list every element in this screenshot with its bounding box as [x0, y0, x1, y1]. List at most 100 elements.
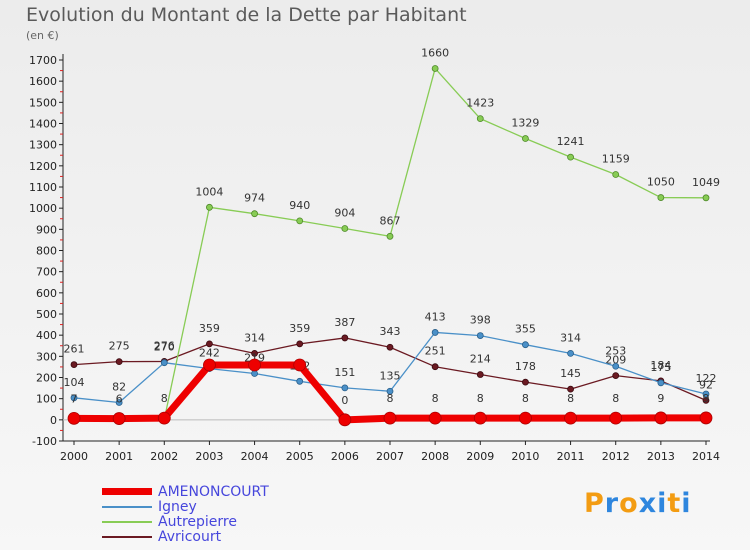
data-label-autrepierre: 1159 — [602, 153, 630, 166]
data-point-autrepierre — [251, 210, 258, 218]
data-label-autrepierre: 1423 — [466, 97, 494, 110]
data-label-avricourt: 145 — [560, 367, 581, 380]
line-chart: -100 0 100 200 300 400 500 600 700 800 900 1000 1100… — [29, 46, 720, 463]
data-point-avricourt — [206, 340, 213, 348]
data-label-amenoncourt: 8 — [432, 392, 439, 405]
y-tick-label: 1100 — [29, 181, 57, 194]
logo-letter: i — [681, 488, 692, 519]
data-label-avricourt: 359 — [199, 322, 220, 335]
data-label-igney: 398 — [470, 314, 491, 327]
data-label-avricourt: 92 — [699, 378, 713, 391]
logo-letter: x — [638, 488, 658, 519]
x-tick-label: 2007 — [376, 450, 404, 463]
data-point-autrepierre — [702, 194, 710, 202]
y-tick-label: 1600 — [29, 75, 57, 88]
x-tick-label: 2013 — [647, 450, 675, 463]
data-label-amenoncourt: 8 — [477, 392, 484, 405]
data-point-avricourt — [567, 385, 574, 393]
logo-letter: o — [619, 488, 639, 519]
y-tick-label: 1300 — [29, 139, 57, 152]
data-label-avricourt: 261 — [64, 343, 85, 356]
data-point-igney — [657, 379, 665, 387]
data-label-autrepierre: 1329 — [511, 117, 539, 130]
data-label-igney: 413 — [425, 310, 446, 323]
legend-item: Autrepierre — [102, 513, 269, 530]
logo-letter: i — [657, 488, 668, 519]
data-label-amenoncourt: 8 — [612, 392, 619, 405]
data-point-amenoncourt — [473, 411, 487, 425]
y-tick-label: 200 — [36, 372, 57, 385]
legend-item: AMENONCOURT — [102, 484, 269, 500]
data-point-avricourt — [341, 334, 349, 342]
data-label-amenoncourt: 0 — [341, 394, 348, 407]
y-tick-label: -100 — [32, 435, 57, 448]
y-tick-label: 1200 — [29, 160, 57, 173]
y-tick-label: 1000 — [29, 202, 57, 215]
y-tick-label: 1700 — [29, 54, 57, 67]
x-tick-label: 2004 — [241, 450, 269, 463]
data-point-amenoncourt — [609, 411, 623, 425]
data-point-autrepierre — [567, 153, 574, 161]
x-tick-label: 2014 — [692, 450, 720, 463]
data-label-amenoncourt: 9 — [657, 392, 664, 405]
data-point-igney — [567, 349, 574, 357]
data-point-igney — [702, 390, 710, 398]
data-label-igney: 151 — [334, 366, 355, 379]
x-tick-label: 2008 — [421, 450, 449, 463]
y-tick-label: 500 — [36, 308, 57, 321]
data-label-amenoncourt: 7 — [71, 392, 78, 405]
data-point-amenoncourt — [564, 411, 577, 425]
data-label-amenoncourt: 8 — [567, 392, 574, 405]
data-point-igney — [296, 377, 304, 385]
legend-swatch — [102, 505, 152, 508]
data-label-avricourt: 387 — [334, 316, 355, 329]
y-tick-label: 700 — [36, 266, 57, 279]
data-point-avricourt — [115, 358, 123, 366]
logo-letter: t — [667, 488, 682, 519]
data-point-amenoncourt — [293, 358, 307, 372]
data-label-avricourt: 343 — [380, 325, 401, 338]
data-point-igney — [431, 329, 439, 336]
data-point-igney — [386, 387, 394, 395]
data-label-igney: 219 — [244, 351, 265, 364]
legend-label: Avricourt — [158, 528, 222, 545]
y-tick-label: 1500 — [29, 96, 57, 109]
data-label-autrepierre: 974 — [244, 192, 265, 205]
data-point-avricourt — [522, 378, 529, 386]
logo-letter: r — [604, 488, 620, 519]
legend-label: Autrepierre — [158, 513, 237, 530]
data-point-amenoncourt — [519, 411, 532, 425]
data-label-igney: 242 — [199, 347, 220, 360]
data-label-amenoncourt: 8 — [522, 392, 529, 405]
data-point-autrepierre — [206, 203, 213, 211]
legend-item: Avricourt — [102, 528, 269, 545]
legend-swatch — [102, 520, 152, 523]
data-label-autrepierre: 1241 — [557, 135, 585, 148]
proxiti-logo: Proxiti — [584, 488, 692, 519]
data-label-autrepierre: 1004 — [195, 185, 223, 198]
data-point-amenoncourt — [112, 412, 126, 425]
data-point-igney — [160, 359, 168, 367]
data-label-autrepierre: 1050 — [647, 176, 675, 189]
data-point-autrepierre — [431, 65, 439, 72]
legend-swatch — [102, 535, 152, 538]
data-point-amenoncourt — [248, 358, 261, 372]
data-point-autrepierre — [657, 194, 665, 201]
y-tick-label: 0 — [50, 414, 57, 427]
data-point-avricourt — [612, 372, 620, 379]
data-point-amenoncourt — [654, 411, 668, 425]
x-tick-label: 2009 — [466, 450, 494, 463]
x-tick-label: 2006 — [331, 450, 359, 463]
data-point-amenoncourt — [157, 411, 171, 425]
data-point-avricourt — [251, 349, 258, 357]
legend-label: Igney — [158, 498, 197, 515]
data-point-avricourt — [70, 361, 78, 368]
data-label-autrepierre: 1049 — [692, 176, 720, 189]
data-label-autrepierre: 904 — [334, 206, 355, 219]
x-tick-label: 2005 — [286, 450, 314, 463]
data-label-amenoncourt: 8 — [161, 392, 168, 405]
data-point-autrepierre — [522, 135, 529, 142]
data-point-autrepierre — [476, 115, 484, 123]
x-tick-label: 2010 — [511, 450, 539, 463]
data-point-amenoncourt — [428, 411, 442, 425]
